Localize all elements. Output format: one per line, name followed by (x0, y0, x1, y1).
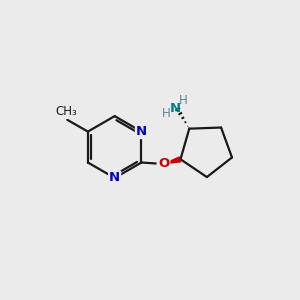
Polygon shape (164, 156, 181, 165)
Text: CH₃: CH₃ (55, 105, 77, 118)
Text: H: H (162, 107, 170, 120)
Text: N: N (109, 172, 120, 184)
Text: N: N (136, 125, 147, 138)
Text: O: O (158, 158, 169, 170)
Text: H: H (178, 94, 187, 107)
Text: N: N (169, 102, 181, 115)
